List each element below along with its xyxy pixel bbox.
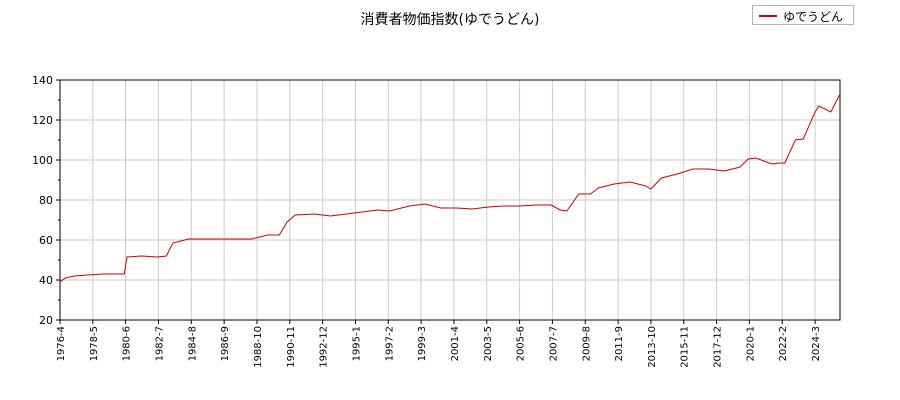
legend-swatch: [759, 15, 777, 17]
x-tick-label: 1999-3: [417, 326, 428, 361]
chart-title: 消費者物価指数(ゆでうどん): [360, 12, 540, 28]
x-tick-label: 1990-11: [286, 326, 297, 368]
y-tick-label: 100: [32, 154, 53, 167]
x-tick-label: 2009-8: [581, 326, 592, 361]
x-tick-label: 2011-9: [614, 326, 625, 361]
x-tick-label: 1997-2: [384, 326, 395, 361]
x-tick-label: 1988-10: [253, 326, 264, 368]
x-tick-label: 1984-8: [187, 326, 198, 361]
plot-frame: [59, 79, 841, 321]
x-tick-label: 2022-2: [778, 326, 789, 361]
x-tick-label: 1976-4: [56, 326, 67, 361]
x-tick-label: 2001-4: [450, 326, 461, 361]
legend-label: ゆでうどん: [783, 10, 844, 24]
y-tick-label: 40: [39, 274, 53, 287]
x-tick-label: 1992-12: [319, 326, 330, 368]
series-line: [59, 93, 841, 283]
x-tick-label: 1986-9: [220, 326, 231, 361]
x-tick-label: 2020-1: [745, 326, 756, 361]
y-tick-label: 60: [39, 234, 53, 247]
x-tick-label: 2024-3: [811, 326, 822, 361]
y-tick-label: 120: [32, 114, 53, 127]
x-tick-label: 1978-5: [89, 326, 100, 361]
x-tick-label: 1982-7: [154, 326, 165, 361]
legend: ゆでうどん: [752, 5, 854, 25]
x-tick-label: 1995-1: [351, 326, 362, 361]
x-tick-label: 2013-10: [647, 326, 658, 368]
grid: [59, 79, 840, 321]
y-tick-label: 20: [39, 314, 53, 327]
x-tick-label: 2017-12: [713, 326, 724, 368]
x-tick-label: 2015-11: [680, 326, 691, 368]
x-tick-label: 1980-6: [122, 326, 133, 361]
x-tick-label: 2005-6: [516, 326, 527, 361]
x-tick-label: 2007-7: [548, 326, 559, 361]
y-tick-label: 140: [32, 74, 53, 87]
x-tick-label: 2003-5: [483, 326, 494, 361]
y-tick-label: 80: [39, 194, 53, 207]
